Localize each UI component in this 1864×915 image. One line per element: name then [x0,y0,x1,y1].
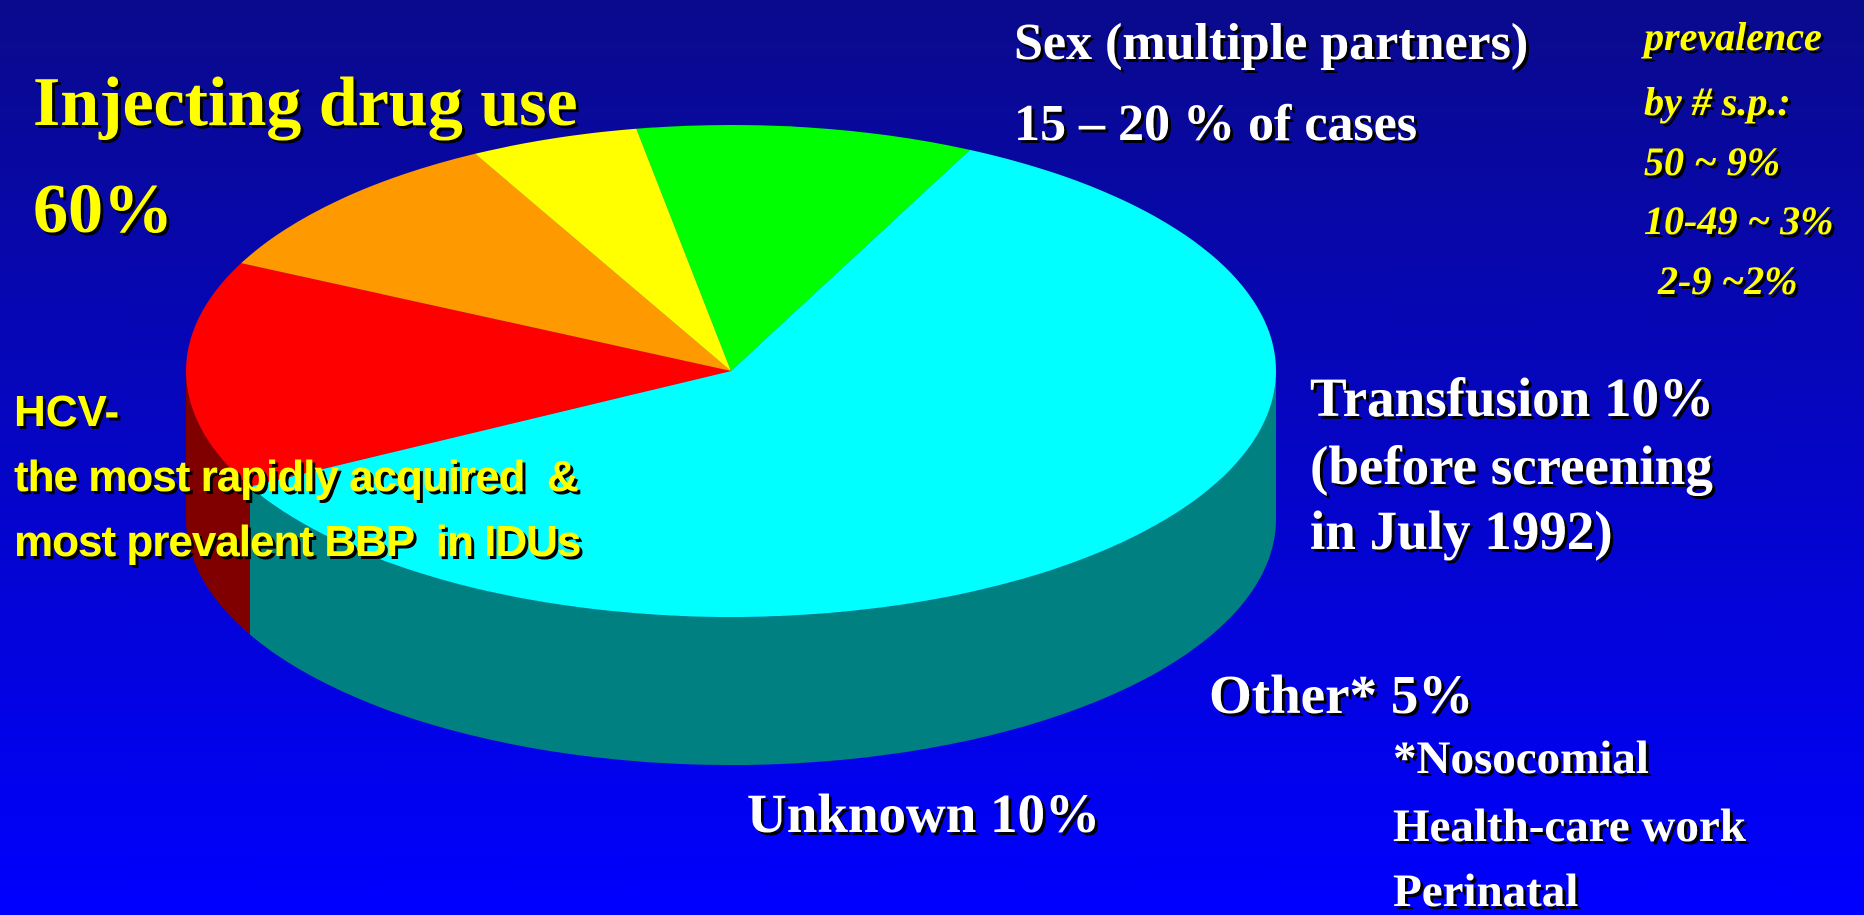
note: the most rapidly acquired & [14,452,578,501]
slice-name: Other* [1209,664,1377,725]
note: 10-49 ~ 3% [1644,198,1833,243]
note: 50 ~ 9% [1644,139,1780,184]
slice-label: Injecting drug use [33,64,577,141]
value-label: 10% [990,783,1100,844]
slice [185,263,731,487]
note: Perinatal [1393,865,1578,915]
slice [241,153,732,371]
note: 2-9 ~2% [1657,258,1797,303]
labels: Injecting drug use 60% Sex (multiple par… [14,14,1833,915]
slice [475,128,731,371]
value-label: 10% [1604,367,1714,428]
slice [249,149,1276,617]
slice-name: Unknown [747,783,976,844]
value-label: 15 – 20 % of cases [1014,95,1417,152]
slice-label: Sex (multiple partners) [1014,14,1528,71]
value-label: 5% [1391,664,1474,725]
note: in July 1992) [1310,500,1613,561]
pie [185,124,1276,765]
slice-name: Transfusion [1310,367,1590,428]
slice-label: Other* 5% [1209,664,1473,725]
slice-side [186,371,250,635]
value-label: 60% [33,171,173,248]
note: most prevalent BBP in IDUs [14,517,580,566]
note: *Nosocomial [1393,732,1649,784]
slice-label: Unknown 10% [747,783,1100,844]
slice-label: Transfusion 10% [1310,367,1714,428]
note: (before screening [1310,435,1713,496]
note: by # s.p.: [1644,79,1791,124]
slice [636,124,970,371]
note: prevalence [1641,14,1822,59]
note: Health-care work [1393,800,1747,852]
note: HCV- [14,387,119,436]
slice-side [249,371,1276,765]
